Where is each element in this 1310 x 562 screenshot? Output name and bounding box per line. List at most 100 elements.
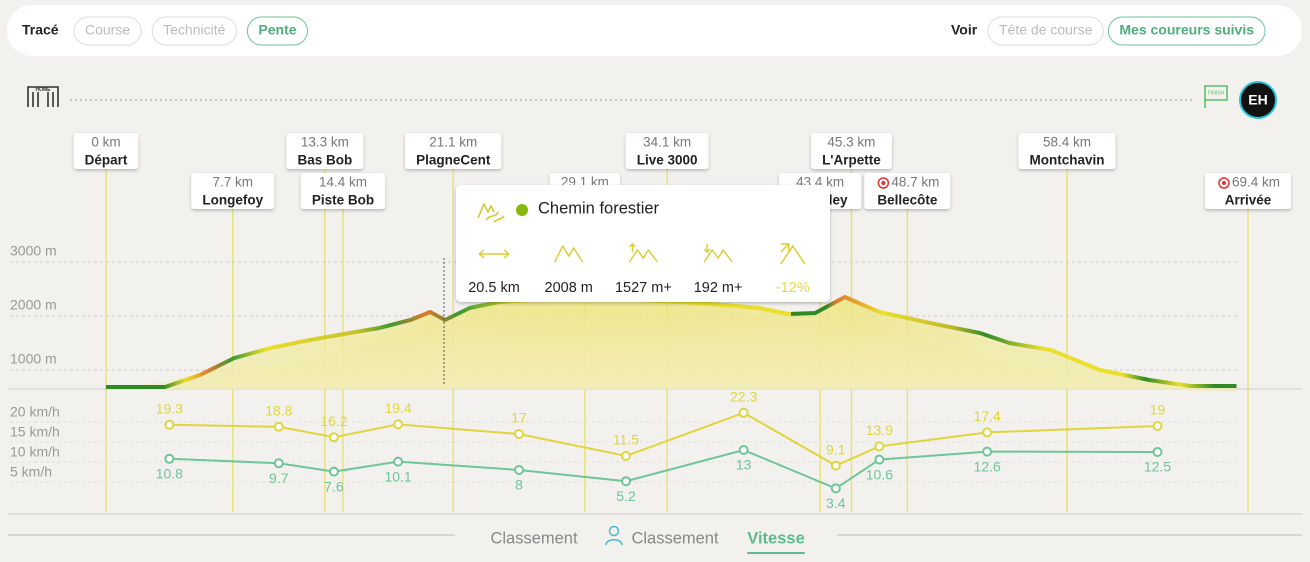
checkpoint-km[interactable]: 69.4 km [1232, 175, 1280, 190]
checkpoint[interactable]: 69.4 km Arrivée [1204, 173, 1292, 209]
speed-point [514, 465, 525, 475]
checkpoint-name[interactable]: Arrivée [1225, 193, 1272, 208]
trace-chip-label[interactable]: Course [85, 22, 130, 38]
checkpoint-name[interactable]: Bas Bob [297, 153, 352, 168]
trace-label: Tracé [22, 22, 59, 38]
top-bar [7, 5, 1302, 56]
checkpoint[interactable]: 13.3 km Bas Bob [286, 133, 364, 169]
checkpoint-box[interactable] [625, 133, 709, 169]
speed-line [169, 448, 1158, 490]
trace-chip[interactable] [151, 16, 237, 46]
y-tick-label: 10 km/h [10, 444, 60, 460]
stat-value: 192 m+ [694, 280, 743, 296]
speed-value-label: 22.3 [730, 389, 757, 405]
checkpoint[interactable]: 34.1 km Live 3000 [625, 133, 709, 169]
checkpoint-box[interactable] [300, 173, 386, 209]
stat-icon [780, 243, 806, 265]
checkpoint-km[interactable]: 14.4 km [319, 175, 367, 190]
checkpoint-name[interactable]: Piste Bob [312, 193, 374, 208]
speed-value-label: 10.1 [384, 468, 411, 484]
avatar-initials[interactable]: EH [1248, 92, 1267, 108]
speed-value-label: 5.2 [616, 488, 636, 504]
checkpoint-box[interactable] [191, 173, 275, 209]
checkpoint[interactable]: 7.7 km Longefoy [191, 173, 275, 209]
tab-person-body [605, 539, 623, 546]
view-chip-label[interactable]: Mes coureurs suivis [1119, 22, 1254, 38]
speed-value-label: 13 [736, 457, 752, 473]
speed-point [830, 460, 841, 471]
view-chip[interactable] [1107, 16, 1266, 46]
checkpoint-km[interactable]: 0 km [91, 135, 120, 150]
checkpoint-name[interactable]: Live 3000 [637, 153, 698, 168]
trace-chip[interactable] [246, 16, 309, 46]
checkpoint-km[interactable]: 34.1 km [643, 135, 691, 150]
checkpoint-box[interactable] [286, 133, 364, 169]
view-chip-label[interactable]: Tête de course [999, 22, 1093, 38]
checkpoint-box[interactable] [864, 173, 951, 209]
checkpoint-km[interactable]: 21.1 km [429, 135, 477, 150]
tab[interactable]: Classement [631, 529, 719, 547]
trace-chip-label[interactable]: Pente [258, 22, 296, 38]
speed-point [393, 419, 404, 430]
avatar[interactable] [1239, 81, 1277, 119]
checkpoint-km[interactable]: 58.4 km [1043, 135, 1091, 150]
trace-chip[interactable] [73, 16, 142, 46]
checkpoint-name[interactable]: Montchavin [1029, 153, 1104, 168]
stat-icon [554, 244, 584, 263]
checkpoint-box[interactable] [405, 133, 502, 169]
checkpoint-box[interactable] [1204, 173, 1292, 209]
view-label: Voir [951, 22, 978, 38]
checkpoint-km[interactable]: 45.3 km [827, 135, 875, 150]
speed-point [982, 427, 993, 438]
speed-value-label: 3.4 [826, 495, 846, 511]
checkpoint-box[interactable] [73, 133, 139, 169]
checkpoint[interactable]: 14.4 km Piste Bob [300, 173, 386, 209]
stat-icon [703, 244, 733, 263]
speed-point [1152, 421, 1163, 431]
speed-value-label: 13.9 [866, 422, 893, 438]
checkpoint-name[interactable]: Départ [85, 153, 128, 168]
checkpoint-name[interactable]: Bellecôte [877, 193, 938, 208]
speed-point [164, 453, 175, 464]
checkpoint[interactable]: 58.4 km Montchavin [1018, 133, 1116, 169]
stat-value: 20.5 km [468, 280, 520, 296]
speed-value-label: 9.1 [826, 441, 846, 457]
checkpoint-box[interactable] [1018, 133, 1116, 169]
speed-point [620, 476, 631, 487]
trace-chip-label[interactable]: Technicité [163, 22, 225, 38]
checkpoint-name[interactable]: ley [829, 193, 848, 208]
speed-value-label: 19.3 [156, 401, 183, 417]
speed-value-label: 12.5 [1144, 459, 1171, 475]
checkpoint[interactable]: 48.7 km Bellecôte [864, 173, 951, 209]
checkpoint[interactable]: 21.1 km PlagneCent [405, 133, 502, 169]
checkpoint-km[interactable]: 7.7 km [212, 175, 253, 190]
checkpoint[interactable]: 45.3 km L'Arpette [811, 133, 892, 169]
tab[interactable]: Vitesse [747, 529, 805, 547]
tab[interactable]: Classement [490, 529, 578, 547]
speed-point [514, 429, 525, 439]
stat-icon [478, 249, 510, 259]
speed-point [273, 421, 284, 432]
speed-point [874, 441, 885, 452]
speed-value-label: 10.6 [866, 466, 893, 482]
stat-icon [628, 242, 658, 263]
checkpoint-name[interactable]: PlagneCent [416, 153, 491, 168]
checkpoint-km[interactable]: 13.3 km [301, 135, 349, 150]
surface-dot [516, 204, 528, 216]
view-chip[interactable] [987, 16, 1104, 46]
checkpoint-name[interactable]: Longefoy [202, 193, 263, 208]
y-tick-label: 5 km/h [10, 464, 52, 480]
speed-value-label: 16.2 [320, 413, 347, 429]
speed-point [830, 483, 841, 494]
y-tick-label: 15 km/h [10, 424, 60, 440]
checkpoint-name[interactable]: L'Arpette [822, 153, 881, 168]
checkpoint[interactable]: 0 km Départ [73, 133, 139, 169]
speed-point [164, 419, 175, 430]
start-gate [27, 86, 59, 107]
tooltip [456, 185, 830, 302]
checkpoint-box[interactable] [811, 133, 892, 169]
finish-icon-label: FINISH [1208, 90, 1225, 96]
checkpoint-km[interactable]: 48.7 km [891, 175, 939, 190]
